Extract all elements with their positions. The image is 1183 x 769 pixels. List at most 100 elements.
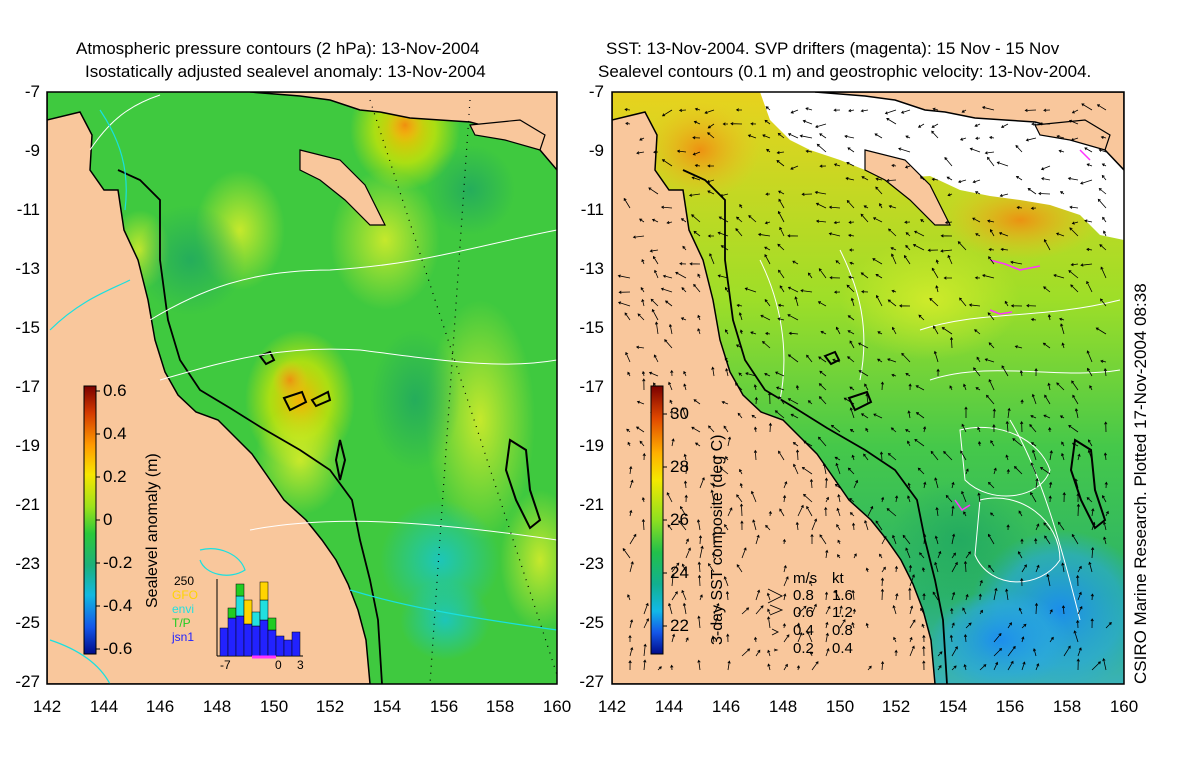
x-tick: 158 (485, 697, 515, 716)
velocity-vector (668, 381, 673, 391)
velocity-vector (993, 587, 998, 601)
velocity-vector (1060, 323, 1065, 335)
y-tick: -15 (15, 318, 40, 337)
velocity-vector (1010, 260, 1023, 265)
velocity-vector (920, 219, 925, 223)
velocity-vector (741, 648, 751, 657)
velocity-key-ms: 0.8 (793, 587, 814, 604)
velocity-vector (1088, 561, 1093, 573)
velocity-vector (787, 354, 799, 363)
colorbar-tick: -0.4 (103, 596, 133, 615)
velocity-vector (664, 339, 673, 349)
velocity-vector (829, 276, 841, 280)
velocity-vector (825, 648, 830, 657)
x-tick: 146 (145, 697, 175, 716)
velocity-vector (944, 220, 953, 225)
velocity-vector (642, 452, 646, 461)
velocity-vector (860, 213, 869, 223)
right-map-panel (612, 92, 1124, 684)
velocity-vector (811, 518, 818, 531)
velocity-vector (1071, 442, 1079, 447)
x-tick: 146 (711, 697, 741, 716)
velocity-vector (963, 663, 967, 671)
velocity-vector (976, 356, 981, 363)
velocity-vector (1024, 108, 1037, 113)
velocity-vector (834, 589, 841, 601)
velocity-vector (1034, 368, 1038, 377)
velocity-vector (935, 285, 939, 293)
velocity-vector (680, 317, 687, 321)
velocity-vector (642, 378, 646, 391)
velocity-vector (1070, 137, 1079, 142)
velocity-vector (683, 383, 687, 391)
velocity-vector (792, 260, 799, 265)
velocity-vector (853, 553, 857, 559)
velocity-vector (863, 205, 869, 209)
velocity-vector (1104, 421, 1108, 433)
velocity-vector (1039, 122, 1051, 126)
velocity-vector (688, 193, 701, 197)
velocity-vector (959, 137, 967, 141)
velocity-vector (764, 373, 771, 377)
velocity-vector (903, 254, 911, 265)
velocity-vector (1071, 221, 1079, 225)
velocity-vector (653, 255, 659, 265)
x-tick: 144 (89, 697, 119, 716)
velocity-vector (1031, 122, 1037, 126)
velocity-vector (1076, 574, 1080, 587)
velocity-vector (762, 134, 771, 139)
velocity-vector (978, 593, 982, 601)
velocity-vector (880, 577, 885, 587)
velocity-vector (698, 535, 703, 545)
velocity-vector (754, 396, 758, 405)
velocity-vector (920, 176, 925, 181)
velocity-vector (666, 221, 673, 225)
velocity-vector (629, 619, 634, 629)
x-tick: 148 (768, 697, 798, 716)
velocity-vector (787, 398, 799, 405)
velocity-vector (907, 410, 911, 419)
velocity-vector (723, 576, 729, 587)
velocity-vector (977, 492, 981, 503)
velocity-vector (664, 300, 673, 307)
velocity-vector (880, 381, 885, 391)
velocity-vector (712, 532, 716, 545)
velocity-vector (837, 493, 841, 503)
velocity-vector (707, 132, 715, 139)
velocity-vector (745, 372, 757, 377)
velocity-vector (725, 591, 730, 601)
velocity-vector (1007, 407, 1011, 419)
velocity-vector (1058, 149, 1065, 153)
velocity-vector (875, 274, 883, 279)
velocity-vector (1048, 495, 1052, 503)
x-tick: 142 (597, 697, 627, 716)
velocity-vector (783, 593, 787, 601)
y-tick: -17 (579, 377, 604, 396)
velocity-vector (1031, 393, 1037, 405)
velocity-vector (900, 109, 911, 114)
velocity-vector (768, 510, 772, 517)
velocity-vector (783, 634, 790, 643)
velocity-vector (920, 607, 925, 615)
velocity-vector (697, 615, 701, 629)
velocity-vector (707, 123, 715, 129)
velocity-vector (1049, 481, 1053, 489)
velocity-vector (765, 192, 771, 196)
velocity-vector (828, 205, 841, 209)
velocity-vector (988, 533, 995, 545)
velocity-vector (902, 534, 911, 545)
velocity-vector (666, 492, 673, 503)
velocity-vector (793, 463, 799, 475)
velocity-vector (858, 370, 869, 377)
velocity-vector (669, 399, 673, 405)
velocity-vector (934, 477, 939, 489)
velocity-vector (671, 633, 676, 643)
velocity-vector (886, 118, 897, 125)
velocity-key-ms: 0.6 (793, 604, 814, 621)
velocity-vector (787, 314, 799, 321)
velocity-vector (951, 561, 958, 573)
velocity-vector (629, 646, 634, 657)
velocity-vector (951, 622, 955, 629)
velocity-vector (670, 369, 674, 377)
velocity-vector (628, 634, 632, 642)
